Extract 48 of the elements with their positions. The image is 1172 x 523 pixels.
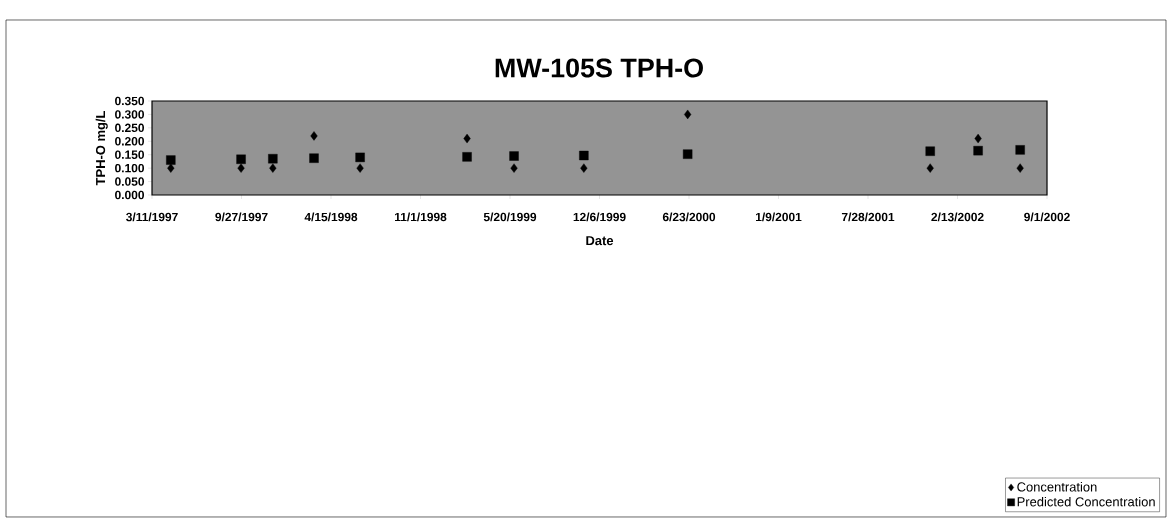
y-tick-label: 0.100 (115, 163, 145, 173)
point (237, 163, 245, 173)
x-tick-label: 5/20/1999 (483, 212, 537, 222)
legend-label: Concentration (1017, 482, 1097, 492)
point (926, 163, 934, 173)
point (268, 154, 278, 164)
point (974, 133, 982, 144)
point (1015, 145, 1025, 155)
point (167, 163, 175, 173)
point (510, 163, 518, 173)
y-tick-label: 0.350 (115, 96, 145, 106)
y-tick-label: 0.000 (115, 190, 145, 200)
point (269, 163, 277, 173)
x-tick-label: 2/13/2002 (931, 212, 984, 222)
point (580, 163, 588, 173)
point (236, 154, 246, 164)
y-tick-label: 0.300 (115, 110, 145, 119)
point (579, 150, 589, 161)
x-tick-label: 4/15/1998 (304, 212, 358, 222)
x-tick-label: 12/6/1999 (573, 212, 626, 222)
point (1016, 163, 1024, 173)
x-tick-label: 11/1/1998 (395, 212, 447, 222)
x-tick-label: 7/28/2001 (841, 212, 895, 222)
point (682, 149, 693, 159)
point (925, 146, 935, 156)
point (973, 145, 983, 156)
x-tick-label: 1/9/2001 (755, 212, 802, 222)
y-axis-title: TPH-O mg/L (95, 110, 108, 186)
legend-label: Predicted Concentration (1017, 496, 1155, 507)
y-tick-label: 0.050 (115, 177, 145, 186)
point (310, 131, 318, 141)
point (355, 152, 365, 163)
x-tick-label: 3/11/1997 (126, 212, 178, 222)
x-tick-label: 6/23/2000 (662, 212, 716, 222)
point (309, 153, 319, 163)
point (463, 133, 471, 144)
point (166, 155, 176, 165)
point (462, 152, 472, 162)
x-axis-title: Date (586, 236, 614, 246)
point (356, 163, 364, 173)
point (509, 151, 519, 161)
y-tick-label: 0.150 (115, 150, 145, 159)
y-tick-label: 0.200 (115, 137, 145, 146)
y-tick-label: 0.250 (115, 123, 145, 133)
chart-title: MW-105S TPH-O (495, 58, 703, 78)
x-tick-label: 9/27/1997 (215, 212, 268, 222)
x-tick-label: 9/1/2002 (1024, 212, 1070, 222)
point (684, 109, 692, 120)
